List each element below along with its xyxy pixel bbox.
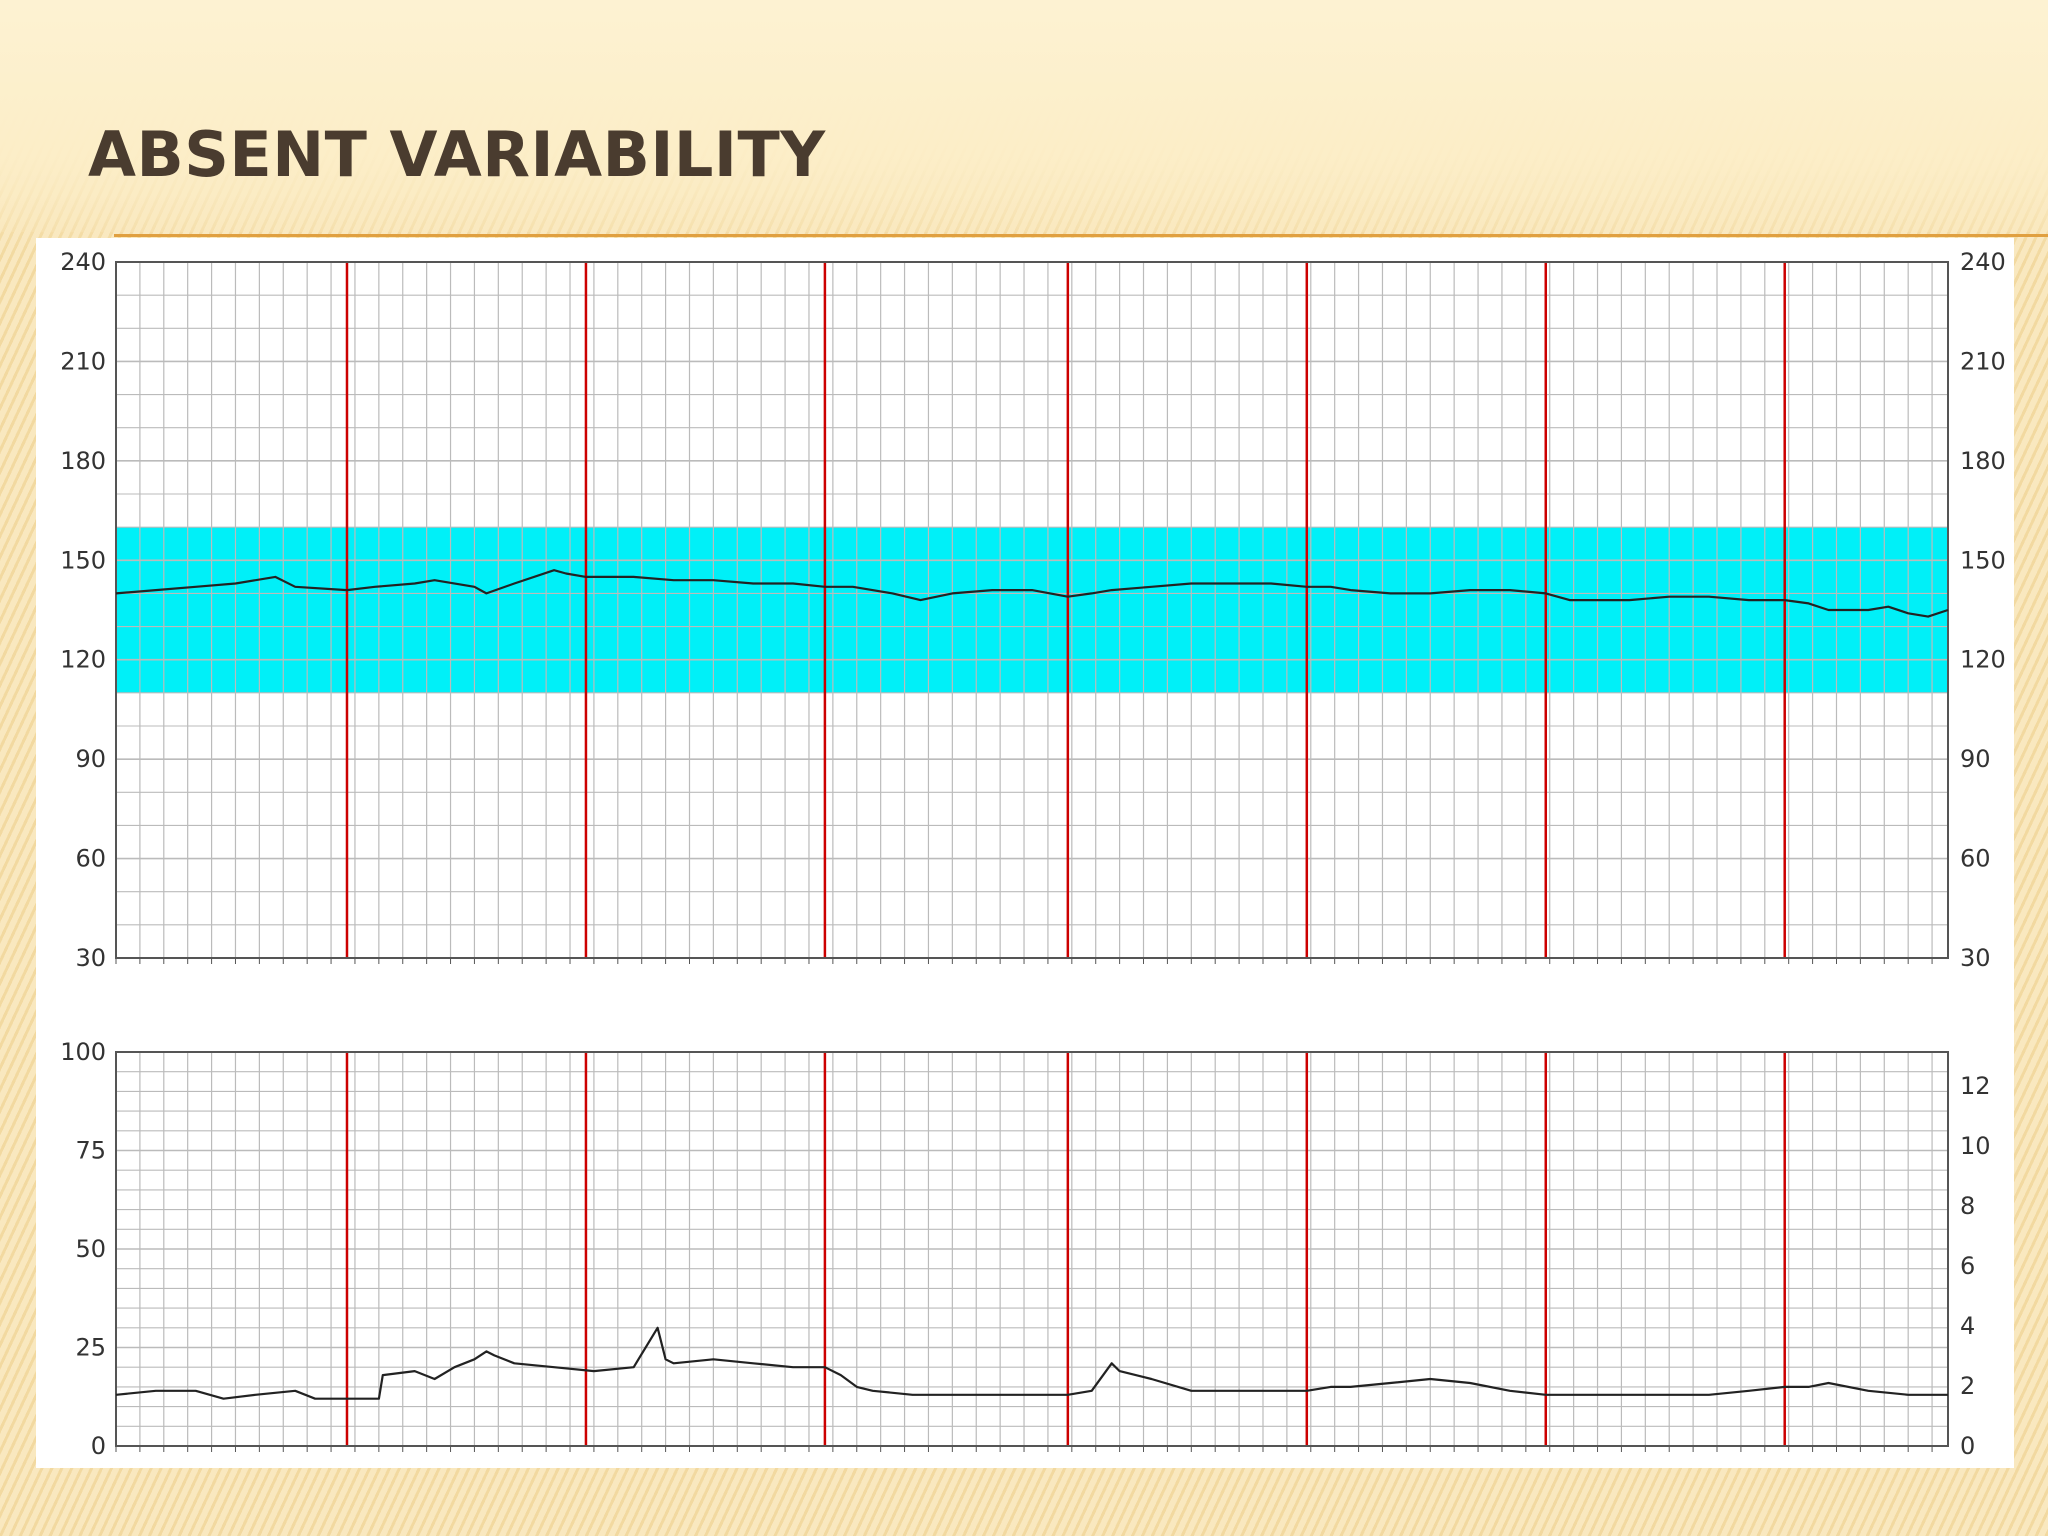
y-tick-label-left: 90	[75, 745, 106, 773]
y-tick-label-right: 120	[1960, 646, 2006, 674]
y-tick-label-right: 4	[1960, 1312, 1975, 1340]
y-tick-label-right: 180	[1960, 447, 2006, 475]
y-tick-label-right: 150	[1960, 546, 2006, 574]
y-tick-label-left: 30	[75, 944, 106, 972]
y-tick-label-right: 240	[1960, 248, 2006, 276]
y-tick-label-left: 0	[91, 1432, 106, 1460]
series-trace	[115, 569, 1949, 618]
y-tick-label-right: 60	[1960, 845, 1991, 873]
y-tick-label-right: 6	[1960, 1252, 1975, 1280]
y-tick-label-left: 150	[60, 546, 106, 574]
uterine-contraction-chart: 0 25 50 75 100 0 2 4 6 8 10 12	[60, 1038, 1991, 1460]
y-tick-label-right: 8	[1960, 1192, 1975, 1220]
series-trace	[115, 1326, 1948, 1400]
y-tick-label-right: 2	[1960, 1372, 1975, 1400]
normal-range-band	[116, 527, 1948, 693]
y-tick-label-right: 30	[1960, 944, 1991, 972]
y-tick-label-right: 12	[1960, 1072, 1991, 1100]
title-underline	[114, 234, 2048, 237]
y-tick-label-left: 180	[60, 447, 106, 475]
y-tick-label-left: 120	[60, 646, 106, 674]
y-tick-label-left: 50	[75, 1235, 106, 1263]
y-tick-label-right: 0	[1960, 1432, 1975, 1460]
y-tick-label-right: 90	[1960, 745, 1991, 773]
slide-title: ABSENT VARIABILITY	[88, 118, 826, 191]
y-tick-label-left: 60	[75, 845, 106, 873]
y-tick-label-left: 75	[75, 1137, 106, 1165]
title-band	[0, 0, 2048, 232]
fetal-heart-rate-chart: 30 60 90 120 150 180 210 240 30 60 90 120 150 180 210 2…	[60, 248, 2006, 972]
y-tick-label-left: 240	[60, 248, 106, 276]
y-tick-label-left: 25	[75, 1334, 106, 1362]
ctg-strip: 30 60 90 120 150 180 210 240 30 60 90 120 150 180 210 2…	[36, 238, 2014, 1468]
y-tick-label-left: 210	[60, 347, 106, 375]
y-tick-label-right: 210	[1960, 347, 2006, 375]
plot-border	[115, 1051, 1949, 1447]
y-tick-label-left: 100	[60, 1038, 106, 1066]
y-tick-label-right: 10	[1960, 1132, 1991, 1160]
